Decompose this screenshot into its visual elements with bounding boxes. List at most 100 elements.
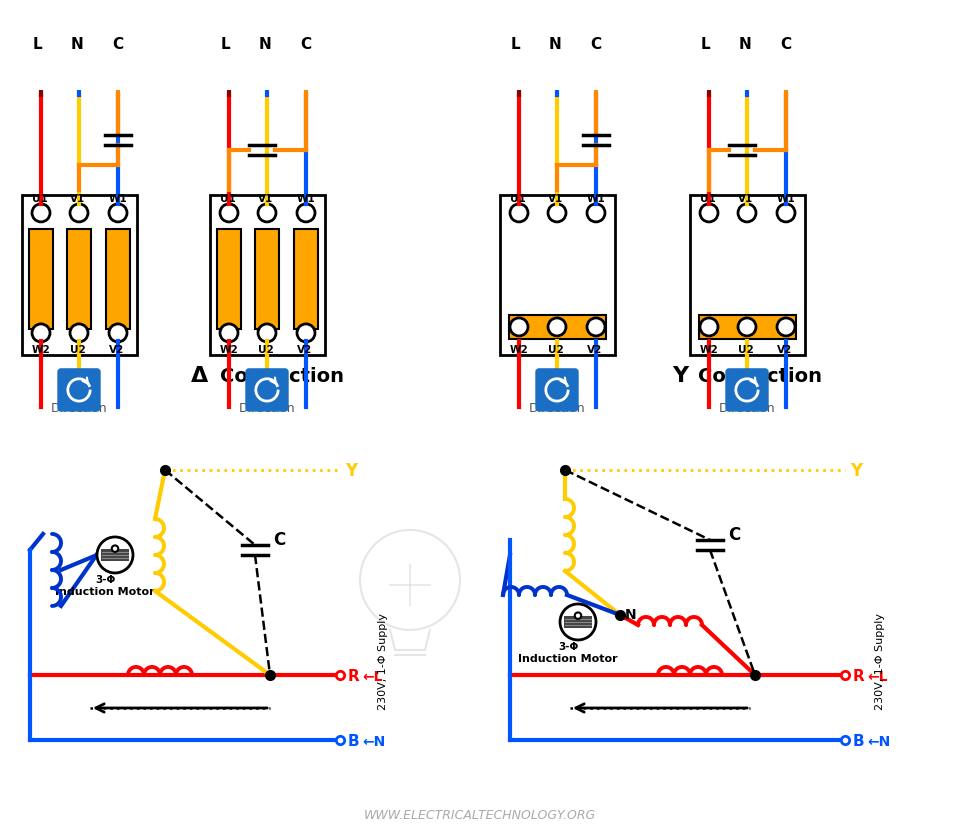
Bar (67, 229, 91, 329)
Text: R: R (348, 669, 360, 684)
Text: ←L: ←L (362, 670, 382, 684)
Text: Direction: Direction (529, 402, 586, 415)
Text: Δ: Δ (191, 366, 208, 386)
Text: WWW.ELECTRICALTECHNOLOGY.ORG: WWW.ELECTRICALTECHNOLOGY.ORG (364, 809, 596, 822)
Text: U1: U1 (700, 194, 716, 204)
Text: Induction Motor: Induction Motor (55, 587, 155, 597)
Text: V2: V2 (587, 345, 602, 355)
Text: N: N (738, 37, 752, 52)
Text: U1: U1 (32, 194, 48, 204)
Circle shape (220, 324, 238, 342)
Bar (22, 195, 137, 355)
Text: B: B (348, 734, 360, 749)
Text: Direction: Direction (51, 402, 108, 415)
Text: C: C (728, 526, 740, 544)
Text: V1: V1 (258, 194, 274, 204)
Circle shape (111, 545, 118, 552)
Text: U2: U2 (548, 345, 564, 355)
Circle shape (738, 318, 756, 336)
Circle shape (97, 537, 133, 573)
Text: N: N (71, 37, 84, 52)
Bar (699, 315, 796, 339)
Text: Y: Y (672, 366, 688, 386)
Bar (210, 195, 325, 355)
Circle shape (70, 204, 88, 222)
Circle shape (548, 318, 566, 336)
Text: N: N (548, 37, 562, 52)
Circle shape (70, 324, 88, 342)
FancyBboxPatch shape (536, 369, 578, 411)
Circle shape (738, 204, 756, 222)
Circle shape (700, 204, 718, 222)
Bar (29, 229, 53, 329)
Text: V1: V1 (738, 194, 754, 204)
Text: L: L (33, 37, 42, 52)
Text: Y: Y (345, 462, 357, 480)
Text: N: N (258, 37, 272, 52)
Circle shape (109, 204, 127, 222)
Text: L: L (510, 37, 519, 52)
Bar (500, 195, 615, 355)
Text: C: C (300, 37, 312, 52)
Circle shape (258, 204, 276, 222)
FancyBboxPatch shape (726, 369, 768, 411)
Bar (564, 616, 592, 628)
Text: C: C (112, 37, 124, 52)
Text: 3-Φ: 3-Φ (95, 575, 115, 585)
Text: V2: V2 (777, 345, 792, 355)
Text: C: C (780, 37, 792, 52)
Text: B: B (853, 734, 865, 749)
Circle shape (700, 318, 718, 336)
Bar (690, 195, 805, 355)
Text: ←N: ←N (362, 735, 385, 749)
Text: ←N: ←N (867, 735, 890, 749)
Bar (217, 229, 241, 329)
Text: L: L (220, 37, 229, 52)
Text: 230V, 1-Φ Supply: 230V, 1-Φ Supply (378, 613, 388, 710)
Circle shape (258, 324, 276, 342)
Text: W1: W1 (297, 194, 316, 204)
FancyBboxPatch shape (246, 369, 288, 411)
Circle shape (297, 204, 315, 222)
Text: Direction: Direction (719, 402, 776, 415)
Text: How to Run a 3-Φ Motor on 1-Φ Supply?: How to Run a 3-Φ Motor on 1-Φ Supply? (14, 24, 946, 66)
Text: V2: V2 (109, 345, 124, 355)
Text: W2: W2 (32, 345, 51, 355)
Text: W1: W1 (587, 194, 606, 204)
Text: Induction Motor: Induction Motor (518, 654, 618, 664)
Text: Connection: Connection (220, 367, 344, 386)
Circle shape (777, 318, 795, 336)
Text: N: N (625, 608, 636, 622)
Circle shape (297, 324, 315, 342)
Text: Y: Y (850, 462, 862, 480)
Bar (255, 229, 279, 329)
Bar (294, 229, 318, 329)
Bar (101, 549, 130, 561)
Text: C: C (273, 531, 285, 549)
Circle shape (560, 604, 596, 640)
Text: V2: V2 (297, 345, 312, 355)
Text: Connection: Connection (698, 367, 822, 386)
Text: U2: U2 (738, 345, 754, 355)
Text: U1: U1 (510, 194, 526, 204)
Circle shape (587, 318, 605, 336)
Text: U2: U2 (70, 345, 85, 355)
Text: U1: U1 (220, 194, 236, 204)
Text: L: L (700, 37, 709, 52)
Text: W2: W2 (510, 345, 529, 355)
Circle shape (32, 324, 50, 342)
Circle shape (575, 612, 581, 619)
Text: W2: W2 (700, 345, 719, 355)
FancyBboxPatch shape (58, 369, 100, 411)
Text: Direction: Direction (239, 402, 296, 415)
Text: ←L: ←L (867, 670, 887, 684)
Text: C: C (590, 37, 602, 52)
Bar (509, 315, 606, 339)
Circle shape (777, 204, 795, 222)
Text: 3-Φ: 3-Φ (558, 642, 578, 652)
Text: V1: V1 (548, 194, 564, 204)
Bar (106, 229, 130, 329)
Circle shape (587, 204, 605, 222)
Circle shape (510, 204, 528, 222)
Text: R: R (853, 669, 865, 684)
